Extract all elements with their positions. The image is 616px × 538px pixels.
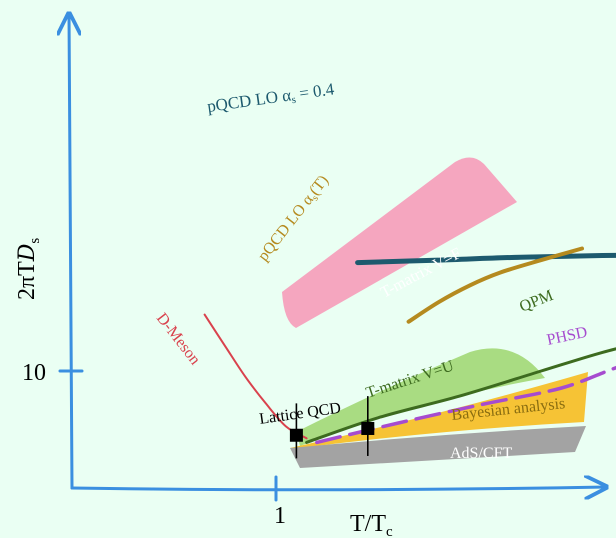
label-d-meson: D-Meson [153, 310, 204, 368]
x-axis [70, 487, 606, 490]
series-phsd [315, 365, 616, 445]
label-pqcd-const-main: pQCD LO α [206, 85, 292, 116]
series-pqcd-const [355, 252, 616, 266]
label-qpm: QPM [517, 287, 556, 316]
band-t-matrix-v-f [282, 157, 517, 328]
y-axis-title-sub: s [27, 238, 43, 244]
label-pqcd-t-sub: s [310, 193, 321, 203]
label-pqcd-t: pQCD LO αs(T) [255, 172, 334, 266]
label-pqcd-const-sub: s [291, 94, 297, 106]
lattice-points [289, 396, 375, 459]
series-d-meson [203, 313, 308, 440]
x-axis-title-main: T/T [350, 511, 386, 537]
y-axis-title: 2πTDs [14, 238, 43, 300]
series-qpm [305, 347, 616, 444]
band-bayesian [290, 372, 588, 448]
label-pqcd-t-main: pQCD LO α [255, 191, 318, 265]
label-pqcd-const-tail: = 0.4 [294, 79, 336, 103]
lattice-point-1 [289, 428, 303, 442]
band-t-matrix-v-u [296, 348, 545, 446]
y-axis-title-main: 2πT [14, 261, 40, 300]
band-ads-cft [290, 426, 586, 468]
x-axis-title-sub: c [386, 524, 393, 538]
axes [60, 14, 606, 502]
x-axis-title: T/Tc [350, 511, 393, 538]
bands [282, 157, 588, 468]
x-tick-label: 1 [274, 503, 286, 529]
y-axis [69, 14, 72, 490]
series-pqcd-t [406, 246, 584, 324]
y-axis-title-sym: D [15, 243, 40, 262]
label-ads-cft: AdS/CFT [450, 445, 512, 462]
lattice-point-2 [361, 421, 375, 435]
series-lines [203, 246, 616, 445]
label-phsd: PHSD [545, 324, 589, 349]
label-pqcd-const: pQCD LO αs = 0.4 [206, 79, 336, 118]
y-tick-label: 10 [22, 360, 46, 386]
